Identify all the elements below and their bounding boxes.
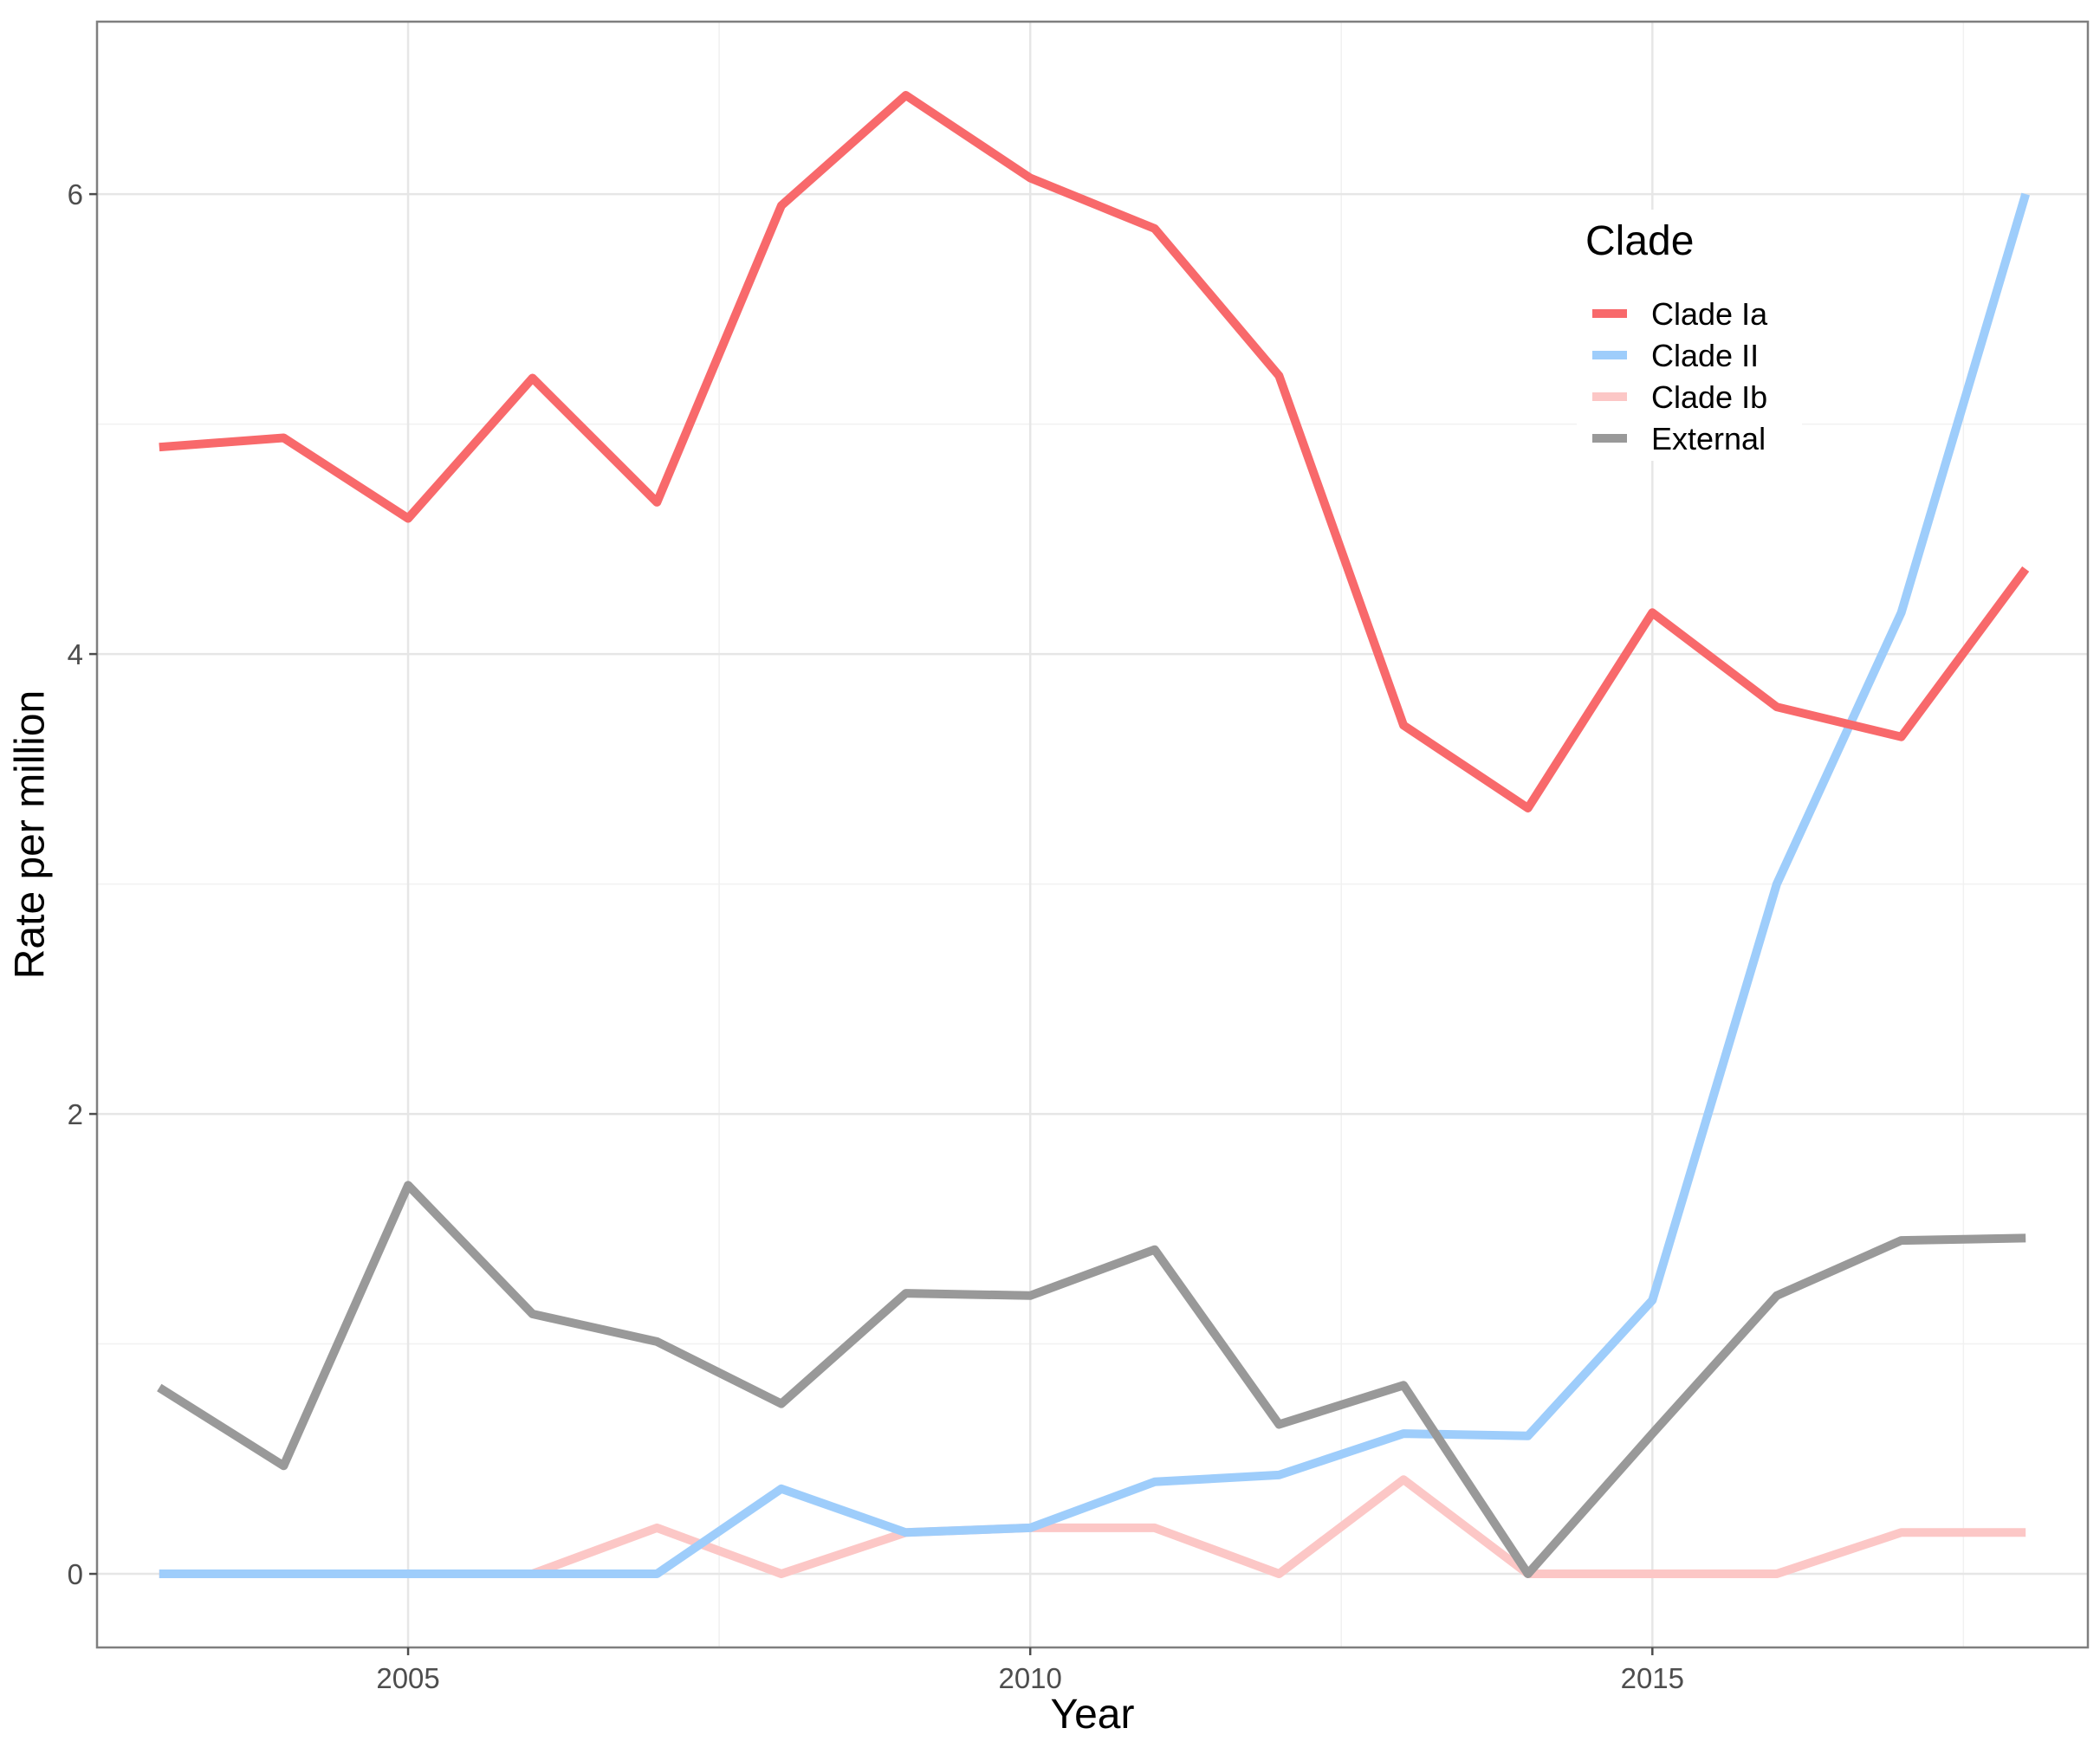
series-line-clade-ib bbox=[159, 1475, 2026, 1578]
legend-label: External bbox=[1651, 421, 1766, 456]
series-lines bbox=[157, 91, 2030, 1578]
x-tick-label: 2010 bbox=[998, 1662, 1061, 1694]
x-axis: 2005 2010 2015 bbox=[376, 1647, 1684, 1694]
legend-items: Clade Ia Clade II Clade Ib External bbox=[1592, 296, 1768, 456]
y-tick-label: 4 bbox=[68, 638, 83, 670]
y-tick-label: 0 bbox=[68, 1558, 83, 1590]
y-tick-label: 6 bbox=[68, 178, 83, 210]
y-tick-label: 2 bbox=[68, 1098, 83, 1130]
series-line-clade-ii bbox=[159, 192, 2030, 1578]
x-tick-label: 2015 bbox=[1621, 1662, 1684, 1694]
legend-label: Clade Ib bbox=[1651, 379, 1767, 415]
legend-title: Clade bbox=[1585, 218, 1694, 264]
y-axis: 0 2 4 6 bbox=[68, 178, 97, 1590]
legend-label: Clade Ia bbox=[1651, 296, 1768, 332]
series-line-external bbox=[157, 1181, 2026, 1578]
legend-label: Clade II bbox=[1651, 338, 1759, 373]
minor-gridlines bbox=[96, 22, 2088, 1647]
y-axis-title: Rate per million bbox=[8, 690, 54, 979]
legend-background bbox=[1577, 210, 1802, 461]
plot-panel-border bbox=[95, 20, 2090, 1649]
x-axis-title: Year bbox=[1051, 1692, 1135, 1738]
series-line-clade-ia bbox=[159, 91, 2030, 812]
x-tick-label: 2005 bbox=[376, 1662, 439, 1694]
legend: Clade Clade Ia Clade II Clade Ib External bbox=[1577, 210, 1802, 461]
